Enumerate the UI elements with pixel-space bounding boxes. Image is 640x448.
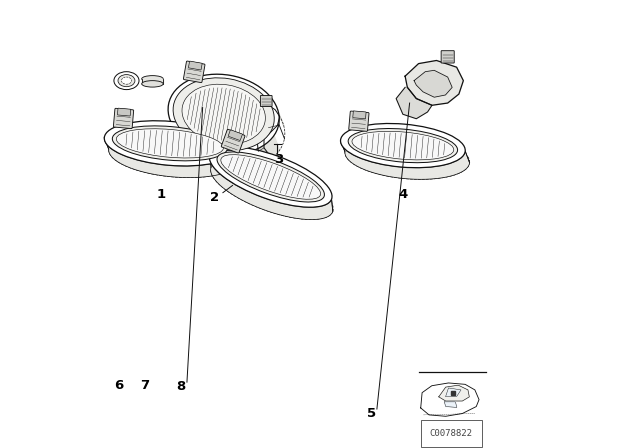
- Ellipse shape: [173, 78, 275, 151]
- Polygon shape: [444, 402, 457, 407]
- Text: 7: 7: [140, 379, 149, 392]
- Polygon shape: [396, 87, 432, 119]
- Polygon shape: [414, 70, 452, 97]
- FancyBboxPatch shape: [260, 95, 272, 107]
- Ellipse shape: [118, 75, 135, 87]
- Ellipse shape: [116, 129, 223, 158]
- Text: 2: 2: [210, 190, 220, 204]
- Text: 1: 1: [156, 188, 166, 202]
- Ellipse shape: [114, 72, 139, 90]
- Ellipse shape: [352, 131, 454, 160]
- Polygon shape: [405, 60, 463, 105]
- FancyBboxPatch shape: [221, 129, 245, 153]
- Polygon shape: [420, 383, 479, 416]
- Polygon shape: [257, 105, 280, 168]
- Ellipse shape: [221, 155, 321, 199]
- Ellipse shape: [168, 74, 279, 154]
- Ellipse shape: [217, 152, 324, 202]
- Ellipse shape: [182, 84, 266, 144]
- Polygon shape: [168, 74, 284, 169]
- Text: 5: 5: [367, 406, 376, 420]
- FancyBboxPatch shape: [228, 130, 243, 141]
- Polygon shape: [141, 79, 163, 84]
- Text: 4: 4: [398, 188, 408, 202]
- Text: 6: 6: [114, 379, 123, 392]
- Ellipse shape: [348, 129, 458, 163]
- Text: C0078822: C0078822: [430, 429, 473, 438]
- Ellipse shape: [141, 76, 163, 82]
- Polygon shape: [209, 155, 333, 220]
- Polygon shape: [439, 385, 469, 401]
- Ellipse shape: [340, 124, 465, 168]
- Ellipse shape: [113, 126, 227, 161]
- Ellipse shape: [209, 146, 332, 207]
- Text: 3: 3: [274, 152, 284, 166]
- Polygon shape: [445, 388, 461, 396]
- FancyBboxPatch shape: [113, 108, 134, 129]
- FancyBboxPatch shape: [349, 111, 369, 131]
- Ellipse shape: [122, 77, 131, 84]
- FancyBboxPatch shape: [188, 61, 202, 70]
- FancyBboxPatch shape: [184, 61, 205, 82]
- Text: 8: 8: [177, 379, 186, 393]
- FancyBboxPatch shape: [441, 51, 454, 63]
- FancyBboxPatch shape: [118, 108, 131, 116]
- FancyBboxPatch shape: [353, 111, 366, 119]
- Ellipse shape: [104, 121, 236, 166]
- Ellipse shape: [141, 81, 163, 87]
- Polygon shape: [340, 140, 470, 179]
- Polygon shape: [104, 138, 240, 177]
